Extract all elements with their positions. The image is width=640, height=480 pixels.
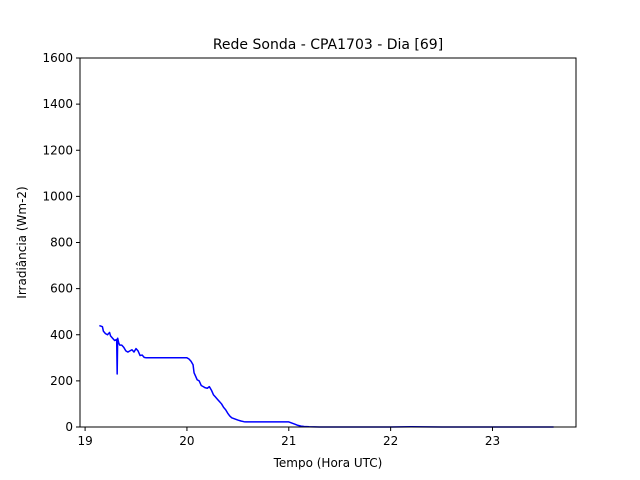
y-axis-label: Irradiância (Wm-2) <box>15 186 29 298</box>
chart-title: Rede Sonda - CPA1703 - Dia [69] <box>213 37 443 53</box>
y-tick-label: 400 <box>50 328 73 342</box>
x-tick-label: 19 <box>77 434 92 448</box>
x-tick-label: 20 <box>179 434 194 448</box>
y-tick-label: 600 <box>50 282 73 296</box>
y-tick-label: 1400 <box>42 97 73 111</box>
x-tick-label: 23 <box>485 434 500 448</box>
series-line <box>99 324 554 428</box>
plot-area <box>80 58 576 427</box>
y-tick-label: 1600 <box>42 51 73 65</box>
y-tick-label: 1200 <box>42 143 73 157</box>
x-axis-ticks: 19 20 21 22 23 <box>77 427 500 448</box>
plot-layer <box>99 324 554 428</box>
x-tick-label: 22 <box>383 434 398 448</box>
y-tick-label: 0 <box>65 420 73 434</box>
y-tick-label: 1000 <box>42 189 73 203</box>
y-tick-label: 200 <box>50 374 73 388</box>
x-axis-label: Tempo (Hora UTC) <box>273 456 383 470</box>
y-tick-label: 800 <box>50 236 73 250</box>
y-axis-ticks: 0 200 400 600 800 1000 1200 1400 1600 <box>42 51 80 434</box>
x-tick-label: 21 <box>281 434 296 448</box>
